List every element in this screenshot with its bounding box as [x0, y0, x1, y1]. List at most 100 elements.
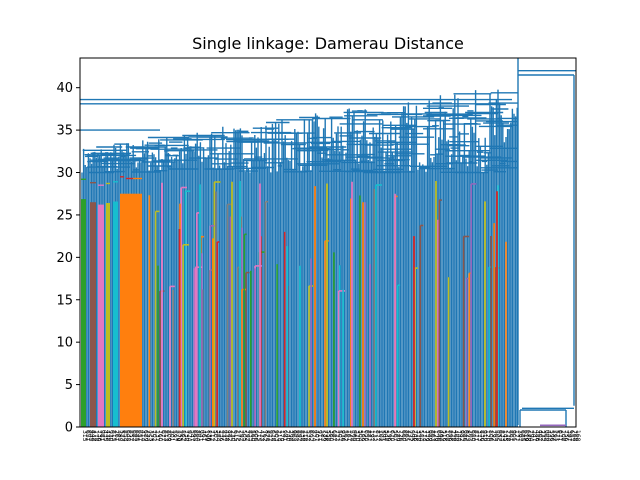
leaf-label: 682 [130, 430, 137, 442]
leaf-label: 571 [554, 430, 561, 442]
leaf-label: 882 [226, 430, 233, 442]
leaf-label: 414 [139, 430, 146, 442]
leaf-label: 108 [444, 430, 451, 442]
leaf-label: 874 [264, 430, 271, 442]
leaf-label: 170 [278, 430, 285, 442]
leaf-label: 930 [107, 430, 114, 442]
leaf-label: 936 [339, 430, 346, 442]
leaf-label: 689 [142, 430, 149, 442]
cluster-block [106, 203, 110, 427]
leaf-label: 261 [113, 430, 120, 442]
leaf-label: 397 [516, 430, 523, 442]
leaf-label: 237 [154, 430, 161, 442]
leaf-label: 774 [420, 430, 427, 442]
leaf-label: 397 [565, 430, 572, 442]
leaf-label: 838 [299, 430, 306, 442]
leaf-label: 680 [470, 430, 477, 442]
leaf-label: 524 [348, 430, 355, 442]
leaf-label: 620 [388, 430, 395, 442]
leaf-label: 651 [136, 430, 143, 442]
leaf-label: 120 [484, 430, 491, 442]
leaf-label: 323 [148, 430, 155, 442]
leaf-label: 905 [510, 430, 517, 442]
leaf-label: 823 [464, 430, 471, 442]
leaf-label: 278 [93, 430, 100, 442]
leaf-label: 298 [287, 430, 294, 442]
leaf-label: 685 [133, 430, 140, 442]
leaf-label: 952 [496, 430, 503, 442]
leaf-label: 874 [310, 430, 317, 442]
leaf-label: 911 [316, 430, 323, 442]
leaf-label: 583 [319, 430, 326, 442]
leaf-label: 462 [536, 430, 543, 442]
leaf-label: 815 [110, 430, 117, 442]
leaf-label: 360 [328, 430, 335, 442]
leaf-label: 196 [386, 430, 393, 442]
leaf-label: 177 [513, 430, 520, 442]
leaf-label: 806 [487, 430, 494, 442]
leaf-label: 768 [571, 430, 578, 442]
leaf-label: 792 [243, 430, 250, 442]
leaf-label: 924 [185, 430, 192, 442]
leaf-label: 168 [574, 430, 581, 442]
leaf-label: 941 [197, 430, 204, 442]
leaf-label: 864 [194, 430, 201, 442]
leaf-label: 628 [270, 430, 277, 442]
leaf-label: 651 [84, 430, 91, 442]
leaf-label: 407 [313, 430, 320, 442]
leaf-label: 615 [232, 430, 239, 442]
cluster-block [98, 204, 104, 427]
leaf-label: 646 [435, 430, 442, 442]
leaf-label: 444 [545, 430, 552, 442]
leaf-label: 247 [531, 430, 538, 442]
leaf-label: 102 [377, 430, 384, 442]
leaf-label: 726 [397, 430, 404, 442]
leaf-label: 230 [229, 430, 236, 442]
leaf-label: 892 [296, 430, 303, 442]
leaf-label: 919 [481, 430, 488, 442]
leaf-label: 963 [290, 430, 297, 442]
cluster-block [113, 201, 118, 427]
leaf-label: 584 [417, 430, 424, 442]
chart-title: Single linkage: Damerau Distance [192, 34, 464, 53]
leaf-label: 132 [371, 430, 378, 442]
leaf-label: 836 [206, 430, 213, 442]
leaf-label: 486 [533, 430, 540, 442]
leaf-label: 468 [452, 430, 459, 442]
leaf-label: 746 [412, 430, 419, 442]
leaf-label: 863 [429, 430, 436, 442]
leaf-label: 228 [449, 430, 456, 442]
leaf-label: 596 [548, 430, 555, 442]
leaf-label: 161 [345, 430, 352, 442]
leaf-label: 560 [249, 430, 256, 442]
leaf-label: 982 [458, 430, 465, 442]
leaf-label: 854 [122, 430, 129, 442]
leaf-label: 722 [333, 430, 340, 442]
leaf-label: 199 [203, 430, 210, 442]
leaf-label: 677 [159, 430, 166, 442]
leaf-label: 685 [519, 430, 526, 442]
leaf-label: 692 [307, 430, 314, 442]
leaf-label: 968 [542, 430, 549, 442]
y-tick-label: 5 [65, 378, 73, 393]
leaf-label: 315 [81, 430, 88, 442]
leaf-label: 253 [145, 430, 152, 442]
leaf-label: 192 [551, 430, 558, 442]
y-axis: 0 5 10 15 20 25 30 35 40 [56, 81, 80, 436]
leaf-label: 736 [96, 430, 103, 442]
leaf-label: 202 [467, 430, 474, 442]
leaf-label: 504 [357, 430, 364, 442]
leaf-label: 166 [359, 430, 366, 442]
leaf-label: 794 [528, 430, 535, 442]
leaf-label: 523 [119, 430, 126, 442]
leaf-label: 857 [127, 430, 134, 442]
leaf-label: 702 [151, 430, 158, 442]
y-tick-label: 25 [56, 208, 73, 223]
leaf-label: 129 [432, 430, 439, 442]
leaf-label: 532 [304, 430, 311, 442]
leaf-label: 228 [504, 430, 511, 442]
leaf-label: 877 [374, 430, 381, 442]
y-tick-label: 15 [56, 293, 73, 308]
cluster-block [90, 202, 96, 427]
leaf-label: 744 [455, 430, 462, 442]
